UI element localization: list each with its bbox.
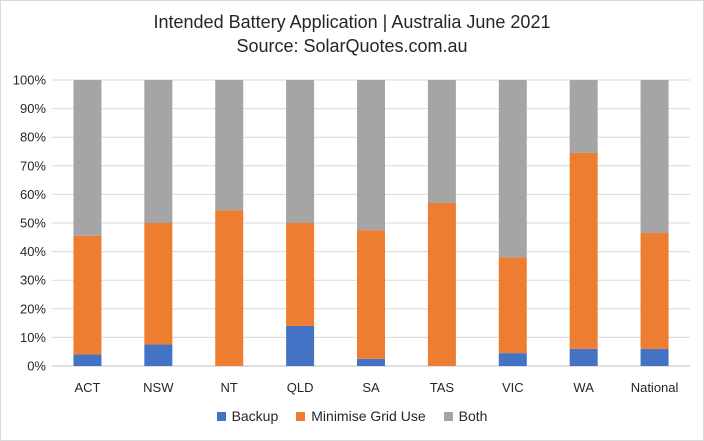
y-tick-label: 80% (20, 130, 46, 145)
y-tick-label: 50% (20, 216, 46, 231)
x-tick-label: WA (573, 380, 594, 395)
legend-item-minimise-grid-use: Minimise Grid Use (296, 408, 426, 424)
bar-segment-minimise-grid-use (498, 257, 527, 354)
bars (73, 80, 669, 366)
x-tick-label: ACT (74, 380, 100, 395)
y-tick-label: 100% (13, 73, 47, 88)
bar-segment-minimise-grid-use (357, 230, 385, 359)
bar-segment-backup (357, 358, 385, 366)
y-tick-label: 90% (20, 101, 46, 116)
bar-segment-both (569, 80, 598, 153)
bar-segment-backup (144, 344, 173, 366)
bar-segment-both (144, 80, 173, 223)
bar-segment-minimise-grid-use (215, 210, 244, 366)
legend-label-both: Both (458, 408, 488, 424)
y-tick-label: 30% (20, 273, 46, 288)
y-axis-tick-labels: 0% 10% 20% 30% 40% 50% 60% 70% 80% 90% 100% (13, 73, 47, 374)
chart-title-text: Intended Battery Application | Australia… (153, 12, 551, 32)
x-tick-label: National (631, 380, 679, 395)
bar-segment-both (357, 80, 385, 231)
legend-label-minimise-grid-use: Minimise Grid Use (311, 408, 426, 424)
legend-item-both: Both (443, 408, 488, 424)
chart-subtitle-text: Source: SolarQuotes.com.au (236, 36, 468, 56)
legend: Backup Minimise Grid Use Both (0, 408, 704, 424)
bar-segment-both (640, 80, 669, 234)
bar-segment-backup (498, 353, 527, 366)
bar-segment-minimise-grid-use (427, 202, 456, 366)
y-tick-label: 60% (20, 187, 46, 202)
bar-segment-both (427, 80, 456, 203)
bar-segment-minimise-grid-use (144, 223, 173, 345)
bar-segment-minimise-grid-use (73, 235, 102, 355)
bar-segment-both (73, 80, 102, 236)
y-tick-label: 0% (27, 359, 46, 374)
y-tick-label: 40% (20, 244, 46, 259)
x-tick-label: NT (221, 380, 238, 395)
y-tick-label: 20% (20, 301, 46, 316)
legend-swatch-minimise-grid-use (296, 411, 306, 421)
x-tick-label: QLD (287, 380, 314, 395)
bar-segment-minimise-grid-use (286, 223, 315, 326)
x-tick-label: SA (362, 380, 380, 395)
x-tick-label: NSW (143, 380, 174, 395)
x-tick-label: VIC (502, 380, 524, 395)
bar-segment-backup (569, 348, 598, 366)
bar-segment-backup (640, 348, 669, 366)
y-tick-label: 70% (20, 158, 46, 173)
chart-title: Intended Battery Application | Australia… (0, 10, 704, 58)
bar-segment-minimise-grid-use (569, 152, 598, 349)
y-tick-label: 10% (20, 330, 46, 345)
x-tick-label: TAS (430, 380, 455, 395)
legend-item-backup: Backup (216, 408, 279, 424)
bar-segment-minimise-grid-use (640, 233, 669, 349)
bar-segment-both (215, 80, 244, 211)
legend-swatch-backup (216, 411, 226, 421)
bar-segment-backup (286, 325, 315, 366)
bar-segment-backup (73, 354, 102, 366)
bar-segment-both (498, 80, 527, 258)
legend-label-backup: Backup (231, 408, 279, 424)
legend-swatch-both (443, 411, 453, 421)
x-axis-tick-labels: ACT NSW NT QLD SA TAS VIC WA National (74, 380, 678, 395)
bar-segment-both (286, 80, 315, 223)
